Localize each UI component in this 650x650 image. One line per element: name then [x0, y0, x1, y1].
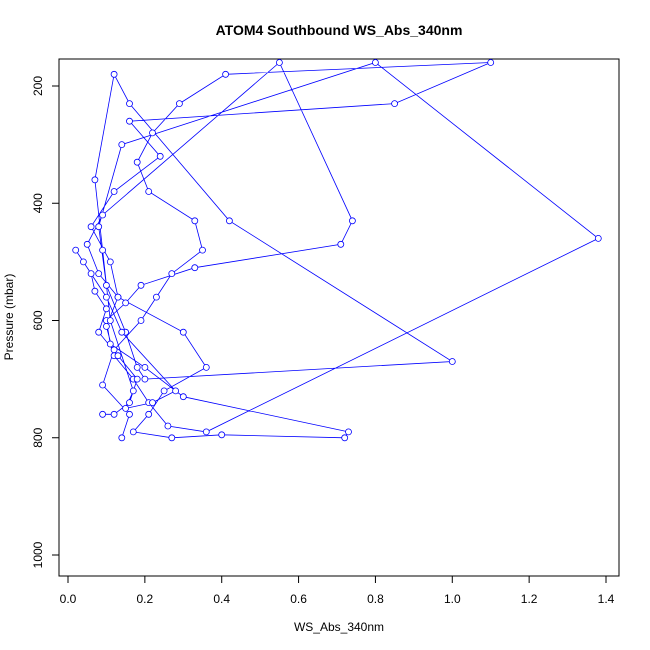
y-tick-label: 200 — [31, 76, 45, 96]
y-axis: 200 400 600 800 1000 — [31, 76, 59, 568]
data-point — [99, 381, 106, 389]
data-point — [199, 246, 206, 254]
data-point — [83, 240, 91, 248]
data-point — [145, 188, 153, 195]
data-point — [103, 293, 110, 301]
data-point — [152, 293, 160, 301]
x-tick-label: 1.0 — [444, 592, 461, 606]
x-axis: 0.0 0.2 0.4 0.6 0.8 1.0 1.2 1.4 — [60, 576, 615, 606]
x-tick-label: 0.8 — [367, 592, 384, 606]
data-point — [106, 258, 114, 266]
data-point — [594, 234, 602, 242]
data-point — [202, 363, 210, 371]
data-point — [110, 346, 118, 354]
data-point — [391, 100, 399, 107]
x-tick-label: 1.2 — [521, 592, 538, 606]
x-tick-label: 0.6 — [290, 592, 307, 606]
data-point — [99, 410, 106, 418]
data-point — [106, 340, 114, 348]
data-point — [168, 270, 176, 278]
data-point — [126, 399, 133, 407]
x-axis-label: WS_Abs_340nm — [294, 620, 384, 634]
data-point — [149, 129, 156, 137]
data-point — [103, 281, 110, 289]
data-point — [175, 100, 183, 107]
data-point — [95, 270, 103, 278]
data-point — [345, 428, 352, 436]
data-point — [129, 428, 137, 436]
x-tick-label: 0.2 — [137, 592, 154, 606]
data-point — [149, 399, 156, 407]
data-point — [114, 293, 122, 301]
data-point — [110, 410, 118, 418]
y-axis-label: Pressure (mbar) — [2, 274, 16, 361]
data-point — [341, 434, 349, 442]
data-point — [164, 422, 172, 430]
data-point — [95, 223, 103, 231]
data-point — [141, 375, 149, 383]
data-point — [168, 434, 176, 442]
data-point — [118, 328, 126, 336]
data-point — [126, 410, 133, 418]
data-point — [141, 363, 149, 371]
data-point — [133, 363, 141, 371]
chart-title: ATOM4 Southbound WS_Abs_340nm — [216, 22, 463, 38]
data-point — [103, 305, 110, 313]
data-point — [87, 270, 95, 278]
data-point — [126, 100, 133, 107]
data-point — [126, 117, 133, 125]
data-point — [487, 59, 495, 66]
data-point — [122, 404, 129, 412]
data-point — [103, 322, 110, 330]
data-point — [118, 141, 126, 149]
data-point — [137, 317, 145, 324]
data-point — [348, 217, 356, 225]
y-tick-label: 1000 — [31, 541, 45, 568]
plot-frame — [58, 58, 620, 577]
data-point — [448, 358, 456, 365]
data-point — [275, 59, 283, 66]
data-point — [91, 176, 99, 184]
x-tick-label: 0.4 — [213, 592, 230, 606]
data-point — [371, 59, 379, 66]
y-tick-label: 800 — [31, 427, 45, 447]
data-point — [156, 152, 164, 160]
data-point — [95, 328, 103, 336]
data-point — [72, 246, 80, 254]
data-point — [99, 211, 106, 219]
data-point — [191, 217, 199, 225]
data-point — [225, 217, 233, 225]
data-point — [87, 223, 95, 231]
data-point — [133, 158, 141, 166]
data-point — [179, 393, 187, 401]
data-point — [222, 70, 230, 78]
data-point — [337, 240, 345, 248]
data-point — [122, 299, 129, 307]
data-point — [91, 287, 99, 295]
data-point — [129, 387, 137, 395]
data-point — [218, 431, 226, 439]
data-point — [118, 434, 126, 442]
y-tick-label: 400 — [31, 193, 45, 213]
data-point — [202, 428, 210, 436]
x-tick-label: 1.4 — [598, 592, 615, 606]
data-point — [114, 352, 122, 360]
data-point — [133, 375, 141, 383]
plot-area — [72, 59, 602, 442]
data-point — [137, 281, 145, 289]
data-point — [110, 70, 118, 78]
data-point — [99, 246, 106, 254]
data-point — [110, 188, 118, 195]
x-tick-label: 0.0 — [60, 592, 77, 606]
y-tick-label: 600 — [31, 310, 45, 330]
data-point — [145, 410, 153, 418]
data-point — [80, 258, 87, 266]
series-line — [75, 61, 600, 439]
data-point — [179, 328, 187, 336]
data-point — [106, 317, 114, 324]
data-point — [191, 264, 199, 272]
data-point — [160, 387, 168, 395]
data-point — [172, 387, 180, 395]
